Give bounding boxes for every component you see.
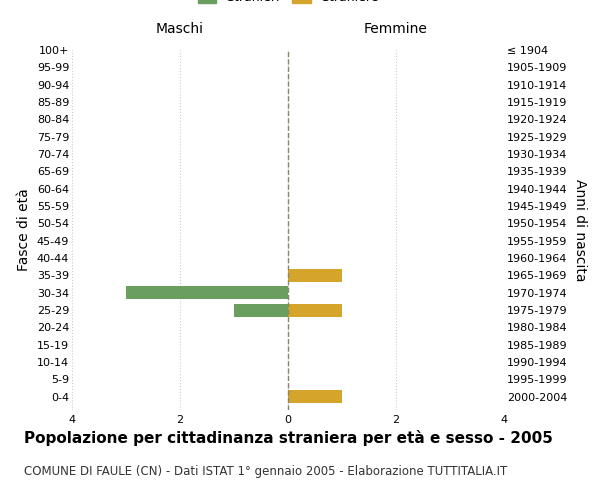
- Text: COMUNE DI FAULE (CN) - Dati ISTAT 1° gennaio 2005 - Elaborazione TUTTITALIA.IT: COMUNE DI FAULE (CN) - Dati ISTAT 1° gen…: [24, 465, 507, 478]
- Bar: [234, 304, 288, 316]
- Bar: [288, 390, 342, 404]
- Legend: Stranieri, Straniere: Stranieri, Straniere: [194, 0, 382, 8]
- Bar: [126, 286, 288, 299]
- Bar: [288, 269, 342, 282]
- Text: Femmine: Femmine: [364, 22, 428, 36]
- Text: Popolazione per cittadinanza straniera per età e sesso - 2005: Popolazione per cittadinanza straniera p…: [24, 430, 553, 446]
- Y-axis label: Anni di nascita: Anni di nascita: [573, 179, 587, 281]
- Text: Maschi: Maschi: [156, 22, 204, 36]
- Bar: [288, 304, 342, 316]
- Y-axis label: Fasce di età: Fasce di età: [17, 188, 31, 272]
